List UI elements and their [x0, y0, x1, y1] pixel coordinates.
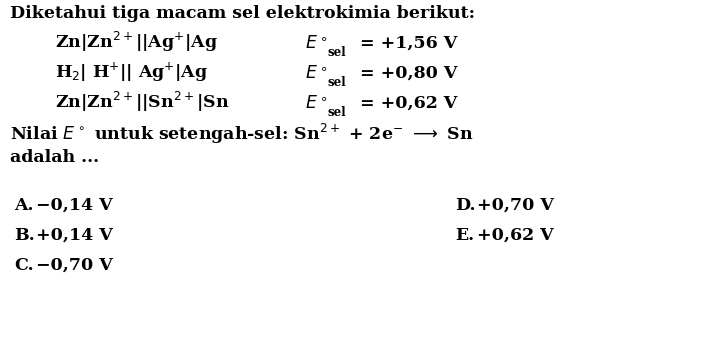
Text: $\circ$: $\circ$: [319, 91, 327, 104]
Text: $\mathit{E}$: $\mathit{E}$: [305, 35, 318, 52]
Text: $\mathit{E}$: $\mathit{E}$: [305, 95, 318, 112]
Text: B.: B.: [14, 227, 34, 244]
Text: Diketahui tiga macam sel elektrokimia berikut:: Diketahui tiga macam sel elektrokimia be…: [10, 5, 475, 22]
Text: = +0,62 V: = +0,62 V: [360, 95, 457, 112]
Text: Zn|Zn$^{2+}$||Sn$^{2+}$|Sn: Zn|Zn$^{2+}$||Sn$^{2+}$|Sn: [55, 90, 229, 114]
Text: adalah ...: adalah ...: [10, 149, 99, 166]
Text: $\circ$: $\circ$: [319, 31, 327, 44]
Text: D.: D.: [455, 197, 475, 214]
Text: +0,14 V: +0,14 V: [36, 227, 113, 244]
Text: +0,62 V: +0,62 V: [477, 227, 554, 244]
Text: H$_2$| H$^{+}$|| Ag$^{+}$|Ag: H$_2$| H$^{+}$|| Ag$^{+}$|Ag: [55, 61, 208, 84]
Text: +0,70 V: +0,70 V: [477, 197, 554, 214]
Text: = +1,56 V: = +1,56 V: [360, 35, 457, 52]
Text: = +0,80 V: = +0,80 V: [360, 65, 457, 82]
Text: $\mathit{E}$: $\mathit{E}$: [305, 65, 318, 82]
Text: Nilai $\mathit{E}^\circ$ untuk setengah-sel: Sn$^{2+}$ + 2e$^{-}$ $\longrightarr: Nilai $\mathit{E}^\circ$ untuk setengah-…: [10, 122, 474, 146]
Text: $\circ$: $\circ$: [319, 61, 327, 74]
Text: Zn|Zn$^{2+}$||Ag$^{+}$|Ag: Zn|Zn$^{2+}$||Ag$^{+}$|Ag: [55, 30, 218, 54]
Text: sel: sel: [328, 76, 346, 89]
Text: sel: sel: [328, 46, 346, 59]
Text: −0,14 V: −0,14 V: [36, 197, 113, 214]
Text: sel: sel: [328, 106, 346, 119]
Text: −0,70 V: −0,70 V: [36, 257, 113, 274]
Text: A.: A.: [14, 197, 34, 214]
Text: C.: C.: [14, 257, 34, 274]
Text: E.: E.: [455, 227, 474, 244]
